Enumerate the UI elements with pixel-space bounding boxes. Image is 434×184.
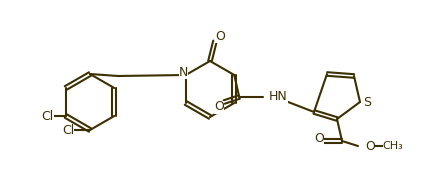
- Text: Cl: Cl: [42, 109, 54, 123]
- Text: Cl: Cl: [62, 123, 74, 137]
- Text: O: O: [214, 100, 224, 114]
- Text: S: S: [363, 95, 371, 109]
- Text: HN: HN: [269, 91, 288, 103]
- Text: CH₃: CH₃: [383, 141, 403, 151]
- Text: N: N: [179, 66, 188, 79]
- Text: O: O: [215, 29, 225, 43]
- Text: O: O: [314, 132, 324, 146]
- Text: O: O: [365, 139, 375, 153]
